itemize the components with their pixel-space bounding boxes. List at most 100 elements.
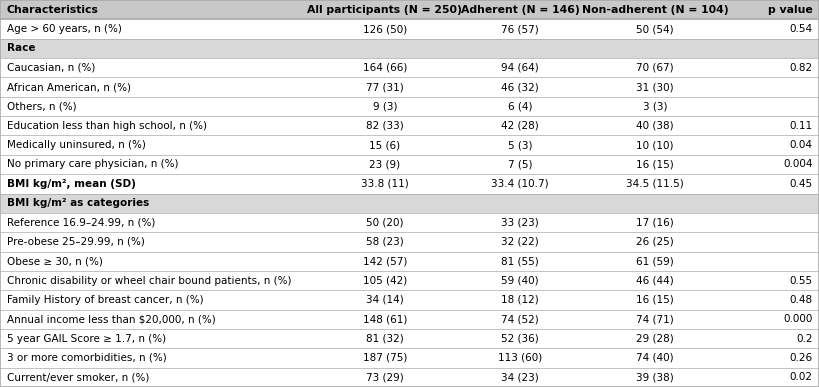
Text: 77 (31): 77 (31) [366, 82, 404, 92]
Text: 59 (40): 59 (40) [501, 276, 539, 286]
Text: Race: Race [7, 43, 35, 53]
Text: 76 (57): 76 (57) [501, 24, 539, 34]
Text: p value: p value [767, 5, 812, 15]
Text: 0.54: 0.54 [790, 24, 812, 34]
Text: 0.82: 0.82 [790, 63, 812, 73]
Text: 46 (44): 46 (44) [636, 276, 674, 286]
Bar [729, 271, 819, 290]
Bar [0, 116, 311, 135]
Bar [459, 97, 581, 116]
Bar [729, 368, 819, 387]
Bar [0, 213, 311, 232]
Text: Chronic disability or wheel chair bound patients, n (%): Chronic disability or wheel chair bound … [7, 276, 291, 286]
Bar [0, 232, 311, 252]
Bar [581, 155, 729, 174]
Bar [459, 116, 581, 135]
Bar [459, 174, 581, 194]
Bar [0, 194, 311, 213]
Text: 15 (6): 15 (6) [369, 140, 400, 150]
Text: Education less than high school, n (%): Education less than high school, n (%) [7, 121, 206, 131]
Bar [0, 77, 311, 97]
Text: 0.11: 0.11 [790, 121, 812, 131]
Bar [0, 329, 311, 348]
Text: 73 (29): 73 (29) [366, 372, 404, 382]
Bar [581, 348, 729, 368]
Bar [729, 116, 819, 135]
Bar [459, 232, 581, 252]
Bar [311, 155, 459, 174]
Bar [0, 97, 311, 116]
Bar [311, 19, 459, 39]
Bar [311, 58, 459, 77]
Bar [311, 252, 459, 271]
Bar [311, 290, 459, 310]
Text: 70 (67): 70 (67) [636, 63, 674, 73]
Bar [729, 213, 819, 232]
Bar [311, 213, 459, 232]
Text: 81 (55): 81 (55) [501, 256, 539, 266]
Text: 33.4 (10.7): 33.4 (10.7) [491, 179, 549, 189]
Text: 113 (60): 113 (60) [498, 353, 542, 363]
Text: 50 (20): 50 (20) [366, 217, 404, 228]
Bar [0, 271, 311, 290]
Bar [581, 213, 729, 232]
Bar [459, 39, 581, 58]
Text: 26 (25): 26 (25) [636, 237, 674, 247]
Bar [729, 174, 819, 194]
Text: 0.004: 0.004 [783, 159, 812, 170]
Text: 0.2: 0.2 [796, 334, 812, 344]
Text: 105 (42): 105 (42) [363, 276, 407, 286]
Bar [581, 58, 729, 77]
Bar [581, 116, 729, 135]
Text: 3 or more comorbidities, n (%): 3 or more comorbidities, n (%) [7, 353, 166, 363]
Text: 187 (75): 187 (75) [363, 353, 407, 363]
Text: 6 (4): 6 (4) [508, 101, 532, 111]
Text: Current/ever smoker, n (%): Current/ever smoker, n (%) [7, 372, 149, 382]
Bar [0, 310, 311, 329]
Bar [459, 271, 581, 290]
Bar [311, 174, 459, 194]
Text: 0.02: 0.02 [790, 372, 812, 382]
Bar [459, 135, 581, 155]
Bar [459, 329, 581, 348]
Text: 58 (23): 58 (23) [366, 237, 404, 247]
Bar [311, 97, 459, 116]
Text: 5 (3): 5 (3) [508, 140, 532, 150]
Bar [581, 232, 729, 252]
Bar [581, 97, 729, 116]
Bar [581, 19, 729, 39]
Bar [729, 39, 819, 58]
Text: 81 (32): 81 (32) [366, 334, 404, 344]
Bar [459, 348, 581, 368]
Text: 74 (71): 74 (71) [636, 314, 674, 324]
Text: 33 (23): 33 (23) [501, 217, 539, 228]
Bar [459, 77, 581, 97]
Bar [459, 310, 581, 329]
Text: African American, n (%): African American, n (%) [7, 82, 130, 92]
Bar [459, 213, 581, 232]
Text: 5 year GAIL Score ≥ 1.7, n (%): 5 year GAIL Score ≥ 1.7, n (%) [7, 334, 165, 344]
Text: Pre-obese 25–29.99, n (%): Pre-obese 25–29.99, n (%) [7, 237, 144, 247]
Text: 39 (38): 39 (38) [636, 372, 674, 382]
Bar [581, 39, 729, 58]
Text: 40 (38): 40 (38) [636, 121, 674, 131]
Text: 0.26: 0.26 [790, 353, 812, 363]
Bar [311, 39, 459, 58]
Text: 10 (10): 10 (10) [636, 140, 674, 150]
Text: BMI kg/m², mean (SD): BMI kg/m², mean (SD) [7, 179, 135, 189]
Text: 32 (22): 32 (22) [501, 237, 539, 247]
Text: 16 (15): 16 (15) [636, 295, 674, 305]
Bar [0, 19, 311, 39]
Bar [0, 290, 311, 310]
Bar [581, 194, 729, 213]
Text: 17 (16): 17 (16) [636, 217, 674, 228]
Text: 9 (3): 9 (3) [373, 101, 397, 111]
Text: 46 (32): 46 (32) [501, 82, 539, 92]
Bar [581, 135, 729, 155]
Bar [0, 0, 311, 19]
Bar [459, 0, 581, 19]
Bar [729, 155, 819, 174]
Text: 0.48: 0.48 [790, 295, 812, 305]
Bar [0, 58, 311, 77]
Text: 16 (15): 16 (15) [636, 159, 674, 170]
